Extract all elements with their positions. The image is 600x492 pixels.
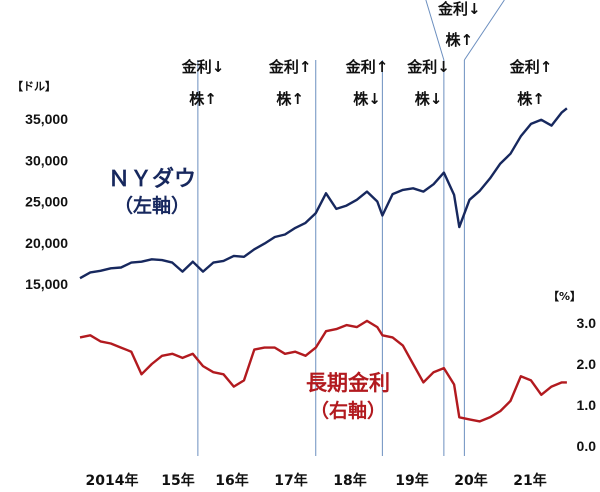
covid-callout-lines <box>425 0 505 61</box>
x-tick-label: 16年 <box>215 472 248 489</box>
x-axis-labels: 2014年 15年 16年 17年 18年 19年 20年 21年 <box>86 472 547 489</box>
x-tick-label: 17年 <box>274 472 307 489</box>
x-tick-label: 18年 <box>333 472 366 489</box>
left-axis-unit: 【ドル】 <box>12 80 56 93</box>
right-tick-label: 3.0 <box>577 315 597 331</box>
left-axis-ticks: 35,000 30,000 25,000 20,000 15,000 <box>25 111 68 292</box>
annotation-stock: 株↑ <box>276 90 304 108</box>
annotation-stock: 株↓ <box>353 90 381 108</box>
period-dividers <box>197 60 465 456</box>
nydow-axis-note: （左軸） <box>114 194 190 217</box>
rate-axis-note: （右軸） <box>310 399 386 422</box>
left-tick-label: 30,000 <box>25 152 68 168</box>
series-line-0 <box>79 107 568 280</box>
annotation-rate: 金利↑ <box>345 58 389 76</box>
annotation-rate: 金利↑ <box>268 58 312 76</box>
x-tick-label: 15年 <box>161 472 194 489</box>
x-tick-label: 2014年 <box>86 472 139 489</box>
right-tick-label: 2.0 <box>577 356 597 372</box>
rate-stock-annotations: 金利↓ 株↑ 金利↑ 株↑ 金利↑ 株↓ 金利↓ 株↓ 金利↓ 株↑ 金利↑ 株↑ <box>181 0 553 108</box>
x-tick-label: 21年 <box>513 472 546 489</box>
x-tick-label: 19年 <box>395 472 428 489</box>
right-axis-unit: 【%】 <box>548 290 581 303</box>
annotation-rate: 金利↓ <box>437 0 481 18</box>
rate-series-label: 長期金利 <box>306 371 390 395</box>
series-line-1 <box>79 319 567 423</box>
callout-line-right <box>463 0 505 61</box>
left-tick-label: 15,000 <box>25 276 68 292</box>
nydow-series-label: ＮＹダウ <box>108 166 196 192</box>
left-tick-label: 35,000 <box>25 111 68 127</box>
right-axis-ticks: 3.0 2.0 1.0 0.0 <box>577 315 597 454</box>
annotation-rate: 金利↑ <box>509 58 553 76</box>
annotation-stock: 株↑ <box>517 90 545 108</box>
x-tick-label: 20年 <box>454 472 487 489</box>
callout-line-left <box>425 0 445 61</box>
right-tick-label: 1.0 <box>577 397 597 413</box>
right-tick-label: 0.0 <box>577 438 597 454</box>
left-tick-label: 20,000 <box>25 235 68 251</box>
annotation-stock: 株↓ <box>415 90 443 108</box>
annotation-rate: 金利↓ <box>406 58 450 76</box>
annotation-rate: 金利↓ <box>181 58 225 76</box>
series-lines <box>79 107 568 423</box>
left-tick-label: 25,000 <box>25 194 68 210</box>
annotation-stock: 株↑ <box>189 90 217 108</box>
annotation-stock: 株↑ <box>445 31 473 49</box>
